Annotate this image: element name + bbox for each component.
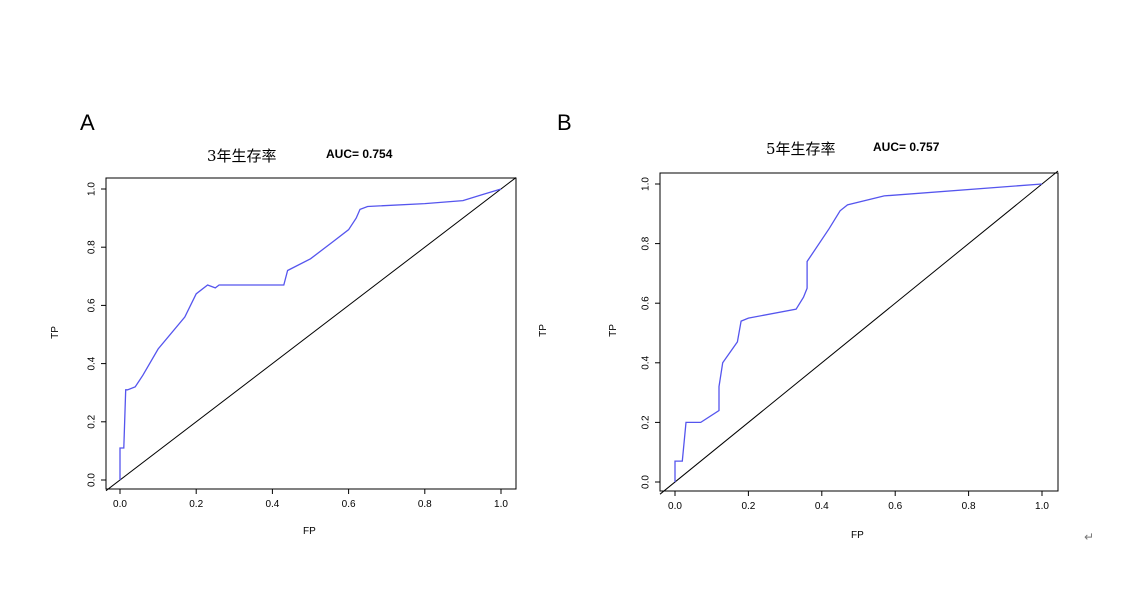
chart-a-ytick-label: 1.0 bbox=[87, 182, 98, 196]
chart-a-xtick-label: 0.6 bbox=[342, 499, 356, 510]
chart-b-ytick-label: 0.6 bbox=[641, 296, 652, 310]
chart-b-xtick-label: 0.0 bbox=[668, 501, 682, 512]
chart-b-xtick-label: 0.4 bbox=[815, 501, 829, 512]
chart-b-xlabel: FP bbox=[851, 530, 864, 541]
chart-a-ytick-label: 0.6 bbox=[87, 298, 98, 312]
chart-b-frame bbox=[659, 172, 1059, 492]
chart-b-xtick-label: 0.6 bbox=[888, 501, 902, 512]
chart-b-ytick-label: 0.4 bbox=[641, 355, 652, 369]
chart-b-ytick-label: 1.0 bbox=[641, 177, 652, 191]
chart-b-xtick-label: 1.0 bbox=[1035, 501, 1049, 512]
chart-a-xlabel: FP bbox=[303, 526, 316, 537]
chart-a-ytick-label: 0.8 bbox=[87, 240, 98, 254]
chart-a-title: 3年生存率 bbox=[207, 147, 277, 165]
chart-a-roc-curve bbox=[119, 188, 502, 480]
chart-b-reference-line bbox=[659, 170, 1059, 495]
panel-b-label: B bbox=[557, 110, 572, 135]
chart-b-xtick-label: 0.8 bbox=[962, 501, 976, 512]
panel-a-label: A bbox=[80, 110, 95, 135]
chart-b-ytick-label: 0.0 bbox=[641, 475, 652, 489]
chart-b-xtick-label: 0.2 bbox=[741, 501, 755, 512]
chart-b-ytick-label: 0.2 bbox=[641, 415, 652, 429]
chart-a-xtick-label: 0.0 bbox=[113, 499, 127, 510]
chart-b-ytick-label: 0.8 bbox=[641, 236, 652, 250]
chart-a-reference-line bbox=[105, 177, 517, 492]
chart-b-title: 5年生存率 bbox=[766, 140, 836, 158]
chart-a-ytick-label: 0.2 bbox=[87, 414, 98, 428]
chart-a-ytick-label: 0.4 bbox=[87, 356, 98, 370]
chart-a-xtick-label: 0.8 bbox=[418, 499, 432, 510]
chart-a-xtick-label: 1.0 bbox=[494, 499, 508, 510]
chart-a-auc: AUC= 0.754 bbox=[326, 147, 393, 161]
chart-b-auc: AUC= 0.757 bbox=[873, 140, 940, 154]
chart-a-frame bbox=[105, 177, 517, 490]
chart-a-ytick-label: 0.0 bbox=[87, 473, 98, 487]
return-mark-icon: ↵ bbox=[1084, 530, 1095, 544]
chart-b-roc-curve bbox=[674, 183, 1043, 482]
chart-a-xtick-label: 0.2 bbox=[189, 499, 203, 510]
chart-a-xtick-label: 0.4 bbox=[265, 499, 279, 510]
